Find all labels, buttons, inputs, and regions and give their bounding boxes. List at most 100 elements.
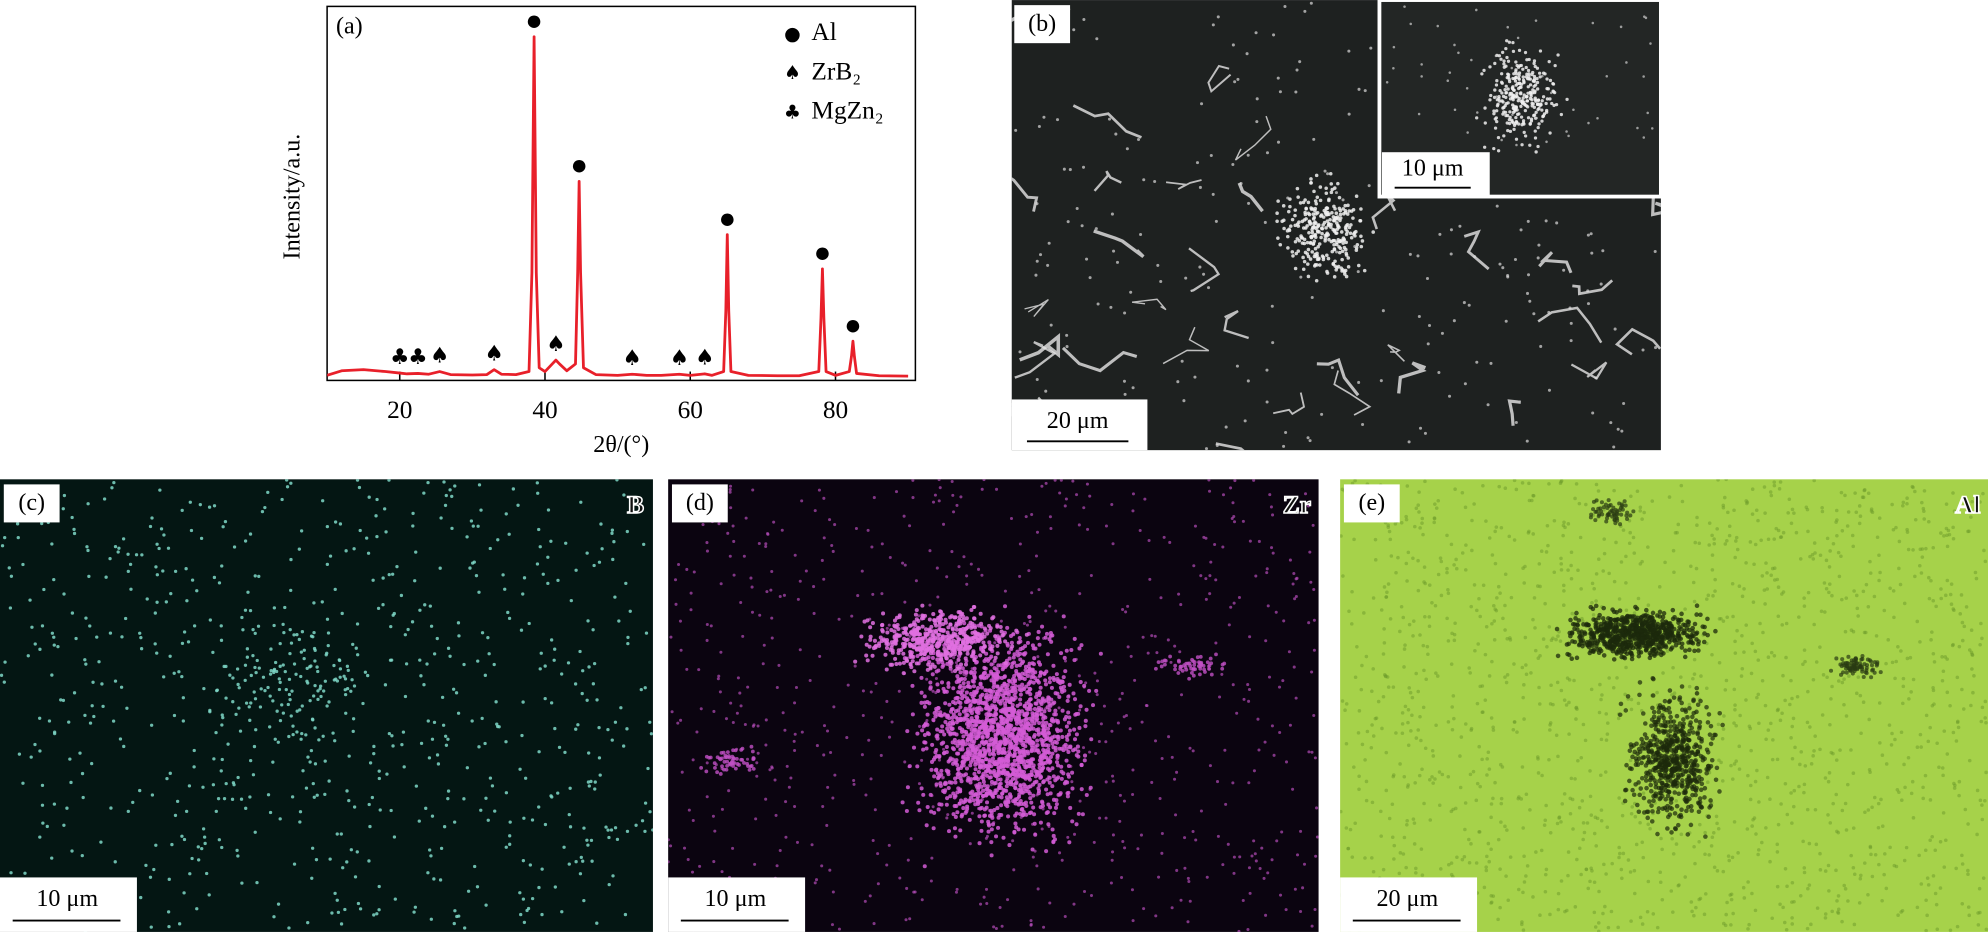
texture-dot <box>104 575 108 579</box>
texture-dot <box>1692 657 1697 662</box>
texture-dot <box>1276 140 1281 144</box>
texture-dot <box>1180 359 1184 363</box>
texture-dot <box>1300 241 1305 245</box>
texture-dot <box>962 555 966 559</box>
texture-dot <box>1512 662 1516 666</box>
texture-dot <box>278 664 282 668</box>
texture-dot <box>1175 770 1179 774</box>
texture-dot <box>1020 676 1025 681</box>
texture-dot <box>1140 720 1144 724</box>
texture-dot <box>1040 696 1045 701</box>
texture-dot <box>537 805 541 809</box>
texture-dot <box>492 662 496 667</box>
texture-dot <box>984 675 989 680</box>
texture-dot <box>508 820 512 824</box>
texture-dot <box>122 744 126 749</box>
texture-dot <box>698 864 702 868</box>
texture-dot <box>1617 597 1622 601</box>
texture-dot <box>1763 703 1768 708</box>
texture-dot <box>871 592 875 596</box>
texture-dot <box>1487 767 1492 771</box>
texture-dot <box>738 691 742 695</box>
texture-dot <box>1059 764 1064 769</box>
texture-dot <box>883 652 888 657</box>
texture-dot <box>1029 923 1033 927</box>
texture-dot <box>211 783 216 787</box>
texture-dot <box>1016 727 1021 732</box>
texture-dot <box>1026 727 1032 732</box>
texture-dot <box>984 757 989 762</box>
texture-dot <box>289 481 293 485</box>
texture-dot <box>717 522 721 526</box>
texture-dot <box>1294 594 1298 598</box>
texture-dot <box>69 780 73 785</box>
texture-dot <box>444 743 449 747</box>
texture-dot <box>1247 699 1251 703</box>
texture-dot <box>444 734 448 738</box>
texture-dot <box>595 698 599 702</box>
texture-dot <box>313 726 317 730</box>
texture-dot <box>1313 756 1317 760</box>
texture-dot <box>1842 883 1846 888</box>
texture-dot <box>878 635 883 640</box>
texture-dot <box>904 632 910 637</box>
texture-dot <box>937 758 942 762</box>
texture-dot <box>1589 232 1593 236</box>
texture-dot <box>1053 479 1057 482</box>
texture-dot <box>1823 610 1827 614</box>
texture-dot <box>1893 737 1897 742</box>
texture-dot <box>1315 251 1319 256</box>
precipitate <box>1538 251 1573 274</box>
texture-dot <box>1295 68 1299 72</box>
texture-dot <box>1480 757 1484 762</box>
texture-dot <box>932 774 937 779</box>
texture-dot <box>131 800 135 805</box>
texture-dot <box>1029 800 1034 805</box>
texture-dot <box>287 677 292 682</box>
texture-dot <box>351 729 355 734</box>
texture-dot <box>1035 738 1040 743</box>
texture-dot <box>995 487 999 491</box>
texture-dot <box>871 839 875 843</box>
texture-dot <box>938 627 943 632</box>
texture-dot <box>1423 614 1427 619</box>
texture-dot <box>1025 690 1030 695</box>
texture-dot <box>1004 731 1009 736</box>
texture-dot <box>997 730 1002 735</box>
texture-dot <box>1033 675 1038 681</box>
texture-dot <box>1624 581 1628 585</box>
texture-dot <box>937 479 941 482</box>
texture-dot <box>1050 633 1055 638</box>
texture-dot <box>374 514 378 518</box>
texture-dot <box>86 548 90 553</box>
texture-dot <box>1044 720 1049 725</box>
texture-dot <box>930 856 934 860</box>
texture-dot <box>1072 832 1077 836</box>
texture-dot <box>996 724 1001 729</box>
texture-dot <box>266 490 270 495</box>
texture-dot <box>1756 852 1760 857</box>
texture-dot <box>232 545 237 549</box>
texture-dot <box>84 616 88 620</box>
texture-dot <box>1094 752 1098 756</box>
texture-dot <box>935 733 940 738</box>
texture-dot <box>1112 249 1116 253</box>
texture-dot <box>897 633 902 638</box>
texture-dot <box>974 784 980 790</box>
texture-dot <box>915 764 920 769</box>
texture-dot <box>1179 603 1183 607</box>
texture-dot <box>1449 252 1453 256</box>
texture-dot <box>1270 858 1274 862</box>
texture-dot <box>956 708 961 713</box>
texture-dot <box>553 726 557 731</box>
texture-dot <box>903 600 907 604</box>
precipitate <box>1537 306 1603 344</box>
texture-dot <box>1032 656 1037 661</box>
texture-dot <box>1247 866 1251 870</box>
texture-dot <box>1312 189 1316 194</box>
texture-dot <box>243 608 248 612</box>
texture-dot <box>1899 730 1904 735</box>
precipitate <box>1207 64 1232 94</box>
texture-dot <box>1208 656 1213 661</box>
texture-dot <box>1055 676 1060 682</box>
